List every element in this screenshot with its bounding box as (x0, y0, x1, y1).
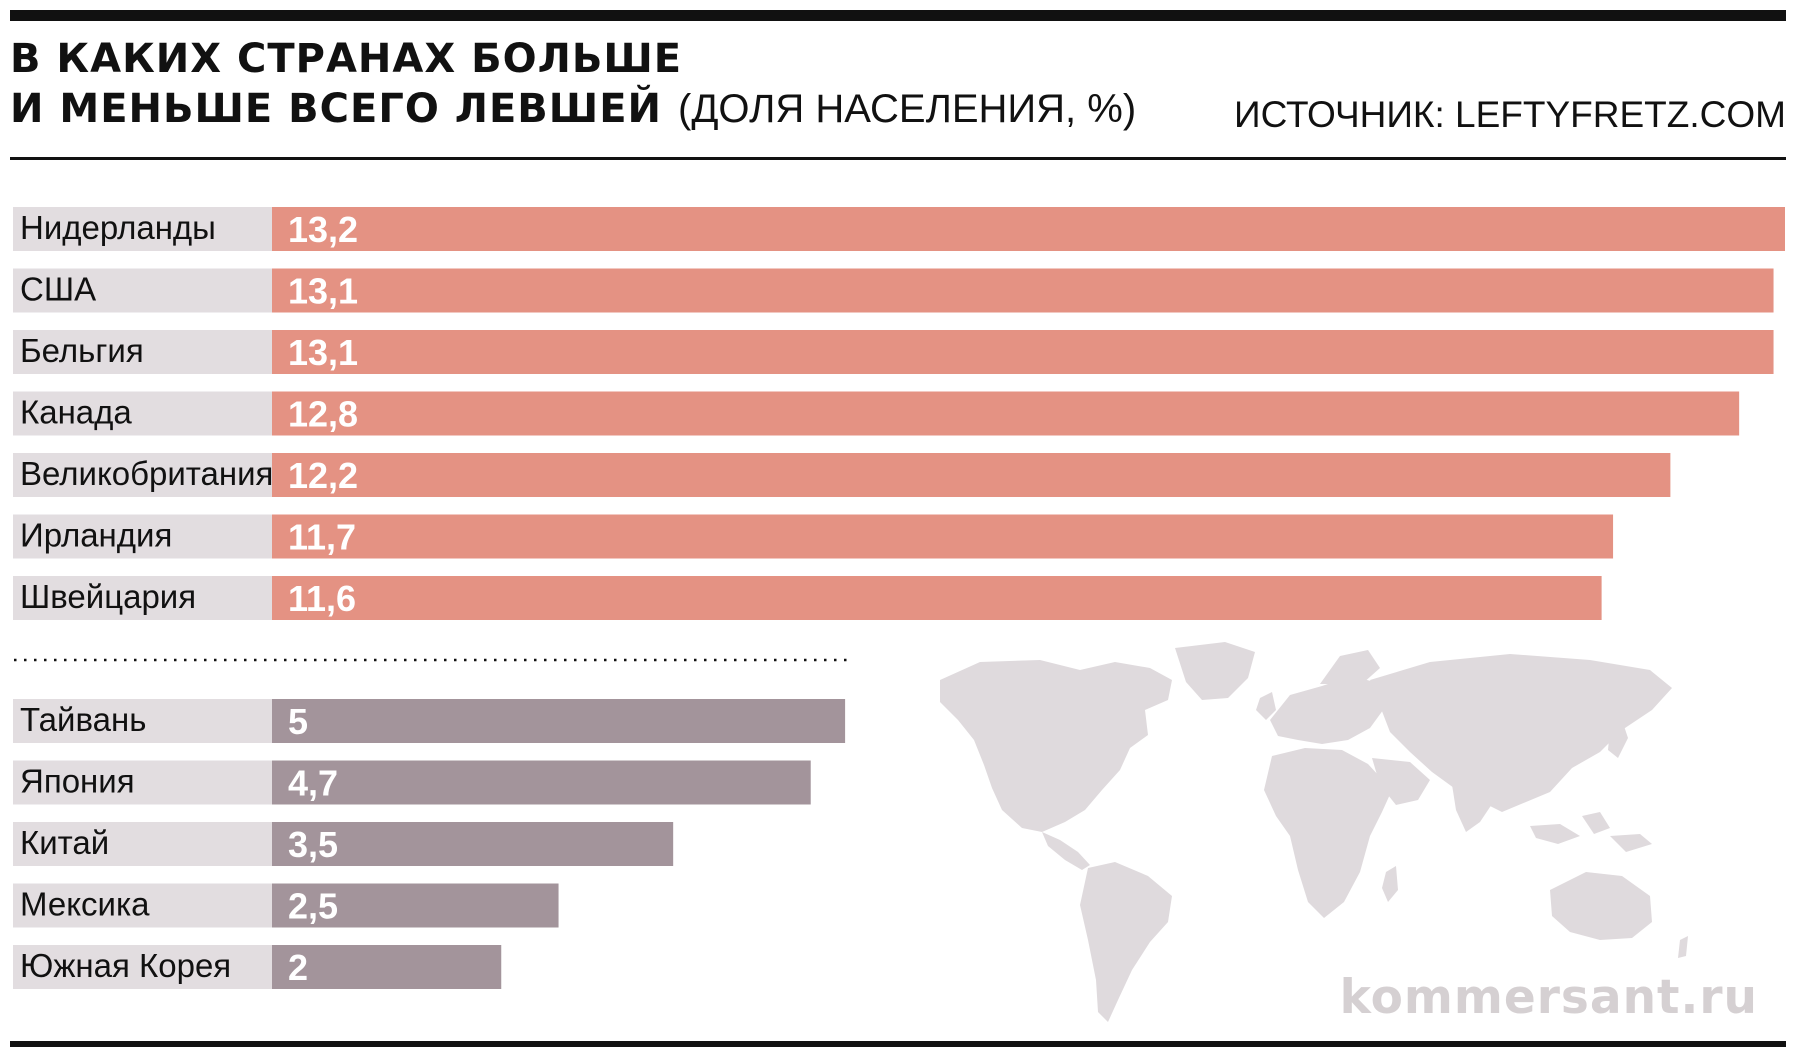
title-line-2-text: И МЕНЬШЕ ВСЕГО ЛЕВШЕЙ (10, 86, 662, 132)
world-map-icon (940, 642, 1688, 1022)
title-line-1: В КАКИХ СТРАНАХ БОЛЬШЕ (10, 36, 683, 82)
bar-value-label: 13,1 (288, 332, 358, 373)
category-label-bg (13, 760, 272, 805)
bar (272, 945, 502, 989)
category-label-bg (13, 945, 272, 989)
chart-subtitle: (ДОЛЯ НАСЕЛЕНИЯ, %) (678, 87, 1137, 131)
category-label: Швейцария (20, 578, 196, 615)
category-label-bg (13, 391, 272, 436)
category-label: Китай (20, 824, 109, 861)
bar (272, 514, 1614, 559)
bar (272, 883, 559, 928)
category-label-bg (13, 453, 272, 497)
bar (272, 822, 674, 866)
bar-value-label: 13,2 (288, 209, 358, 250)
category-label: Нидерланды (20, 209, 216, 246)
category-label: Великобритания (20, 455, 273, 492)
bar-value-label: 3,5 (288, 824, 338, 865)
category-label: США (20, 271, 96, 308)
bar-value-label: 2 (288, 947, 308, 988)
bar (272, 760, 811, 805)
bar-value-label: 11,6 (288, 578, 356, 619)
chart-plot: Нидерланды 13,2 США 13,1 Бельгия 13,1 Канада 12… (13, 207, 1785, 989)
bar (272, 391, 1740, 436)
bar-value-label: 5 (288, 701, 308, 742)
category-label: Южная Корея (20, 947, 231, 984)
category-label: Канада (20, 394, 132, 431)
bar-value-label: 12,2 (288, 455, 358, 496)
category-label-bg (13, 576, 272, 620)
category-label-bg (13, 330, 272, 374)
category-label-bg (13, 268, 272, 313)
bar (272, 699, 846, 743)
title-line-2: И МЕНЬШЕ ВСЕГО ЛЕВШЕЙ (ДОЛЯ НАСЕЛЕНИЯ, %) (10, 84, 1136, 134)
bar (272, 576, 1602, 620)
bar-value-label: 11,7 (288, 517, 356, 558)
category-label: Тайвань (20, 701, 146, 738)
top-rule (10, 10, 1786, 21)
bar (272, 207, 1785, 251)
bar (272, 330, 1774, 374)
category-label-bg (13, 883, 272, 928)
bar-value-label: 12,8 (288, 394, 358, 435)
bottom-rule (10, 1041, 1786, 1047)
bar-value-label: 4,7 (288, 763, 338, 804)
category-label: Ирландия (20, 517, 172, 554)
chart-title: В КАКИХ СТРАНАХ БОЛЬШЕ И МЕНЬШЕ ВСЕГО ЛЕ… (10, 34, 1136, 134)
bar-value-label: 13,1 (288, 271, 358, 312)
header-rule (10, 157, 1786, 160)
watermark: kommersant.ru (1339, 970, 1758, 1025)
category-label: Бельгия (20, 332, 144, 369)
category-label: Япония (20, 763, 135, 800)
category-label-bg (13, 514, 272, 559)
bar (272, 453, 1671, 497)
category-label-bg (13, 699, 272, 743)
bar (272, 268, 1774, 313)
category-label: Мексика (20, 886, 150, 923)
category-label-bg (13, 207, 272, 251)
source-note: ИСТОЧНИК: LEFTYFRETZ.COM (1233, 94, 1786, 135)
category-label-bg (13, 822, 272, 866)
bar-value-label: 2,5 (288, 886, 338, 927)
